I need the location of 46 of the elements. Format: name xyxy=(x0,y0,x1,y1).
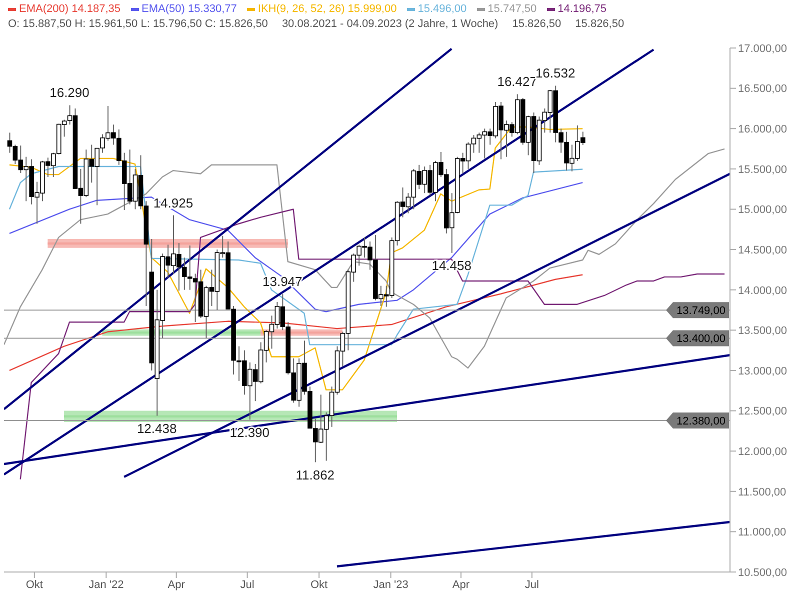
y-tick-label: 12.000,00 xyxy=(738,446,787,458)
x-tick-label: Apr xyxy=(452,578,470,591)
annotation: 16.427 xyxy=(497,74,537,90)
text: 15.826,50 xyxy=(575,17,624,32)
ref-line-label: 13.400,00 xyxy=(676,333,726,346)
x-tick-label: Apr xyxy=(168,578,186,591)
y-tick-label: 14.500,00 xyxy=(738,244,787,256)
annotation: 16.532 xyxy=(535,66,576,81)
y-tick-label: 13.500,00 xyxy=(738,325,787,338)
x-tick-label: Jul xyxy=(524,578,539,591)
x-tick-label: Okt xyxy=(310,578,328,591)
y-tick-label: 16.000,00 xyxy=(738,124,787,136)
legend-label: 15.747,50 xyxy=(486,2,537,17)
y-tick-label: 11.500,00 xyxy=(738,486,786,498)
y-tick-label: 12.500,00 xyxy=(738,406,787,418)
legend-label: EMA(200) 14.187,35 xyxy=(18,2,121,17)
y-tick-label: 10.500,00 xyxy=(738,566,787,579)
line-series xyxy=(20,208,726,480)
x-tick-label: Jan '23 xyxy=(373,578,408,591)
text: O: 15.887,50 H: 15.961,50 L: 15.796,50 C: 15.826,50 xyxy=(8,17,268,32)
line-series xyxy=(8,182,584,312)
annotation: 12.438 xyxy=(136,420,177,436)
line-series xyxy=(4,148,726,369)
legend-label: EMA(50) 15.330,77 xyxy=(140,2,237,17)
text: 30.08.2021 - 04.09.2023 (2 Jahre, 1 Woche) xyxy=(282,17,498,32)
y-tick-label: 14.000,00 xyxy=(738,284,787,297)
y-tick-label: 15.000,00 xyxy=(738,204,787,216)
text: 15.826,50 xyxy=(512,17,562,32)
legend-label: IKH(9, 26, 52, 26) 15.999,00 xyxy=(256,2,397,17)
legend-label: 14.196,75 xyxy=(556,2,607,17)
y-tick-label: 15.500,00 xyxy=(738,164,787,176)
line-series xyxy=(8,274,584,372)
annotation: 16.290 xyxy=(50,85,90,100)
line-series xyxy=(8,166,584,346)
x-tick-label: Okt xyxy=(26,578,43,591)
legend-label: 15.496,00 xyxy=(416,2,467,17)
ref-line-label: 12.380,00 xyxy=(676,415,726,428)
annotation: 12.390 xyxy=(230,424,270,440)
x-tick-label: Jan '22 xyxy=(88,578,124,591)
y-tick-label: 16.500,00 xyxy=(738,83,787,96)
y-tick-label: 13.000,00 xyxy=(738,365,787,378)
annotation: 11.862 xyxy=(296,467,335,482)
y-tick-label: 17.000,00 xyxy=(738,42,787,55)
ref-line-label: 13.749,00 xyxy=(676,305,726,318)
x-tick-label: Jul xyxy=(240,578,254,591)
y-tick-label: 11.000,00 xyxy=(738,526,786,539)
